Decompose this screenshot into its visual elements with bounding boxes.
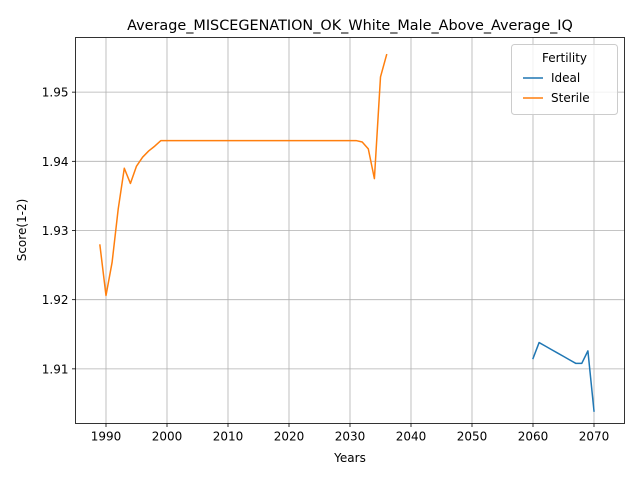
x-axis-label: Years (333, 451, 366, 465)
legend-label-sterile: Sterile (551, 91, 590, 105)
x-tick-label: 2050 (457, 430, 488, 444)
x-axis-ticks: 1990 2000 2010 2020 2030 2040 2050 2060 2070 (91, 423, 610, 444)
x-tick-label: 2060 (518, 430, 549, 444)
legend-label-ideal: Ideal (551, 71, 580, 85)
x-tick-label: 1990 (91, 430, 122, 444)
x-tick-label: 2070 (579, 430, 610, 444)
x-tick-label: 2010 (213, 430, 244, 444)
x-tick-label: 2030 (335, 430, 366, 444)
series-lines (99, 53, 595, 412)
y-tick-label: 1.93 (42, 224, 69, 238)
legend: Fertility Ideal Sterile (511, 44, 618, 115)
series-line-ideal (532, 341, 595, 412)
legend-box (511, 44, 618, 115)
y-axis-ticks: 1.91 1.92 1.93 1.94 1.95 (42, 86, 76, 376)
y-tick-label: 1.95 (42, 86, 69, 100)
y-tick-label: 1.92 (42, 293, 69, 307)
x-tick-label: 2020 (274, 430, 305, 444)
y-tick-label: 1.94 (42, 155, 69, 169)
chart-title: Average_MISCEGENATION_OK_White_Male_Abov… (127, 18, 573, 34)
x-tick-label: 2040 (396, 430, 427, 444)
legend-title: Fertility (542, 51, 587, 65)
y-axis-label: Score(1-2) (15, 199, 29, 262)
series-line-sterile (99, 53, 388, 297)
y-tick-label: 1.91 (42, 362, 69, 376)
x-tick-label: 2000 (152, 430, 183, 444)
